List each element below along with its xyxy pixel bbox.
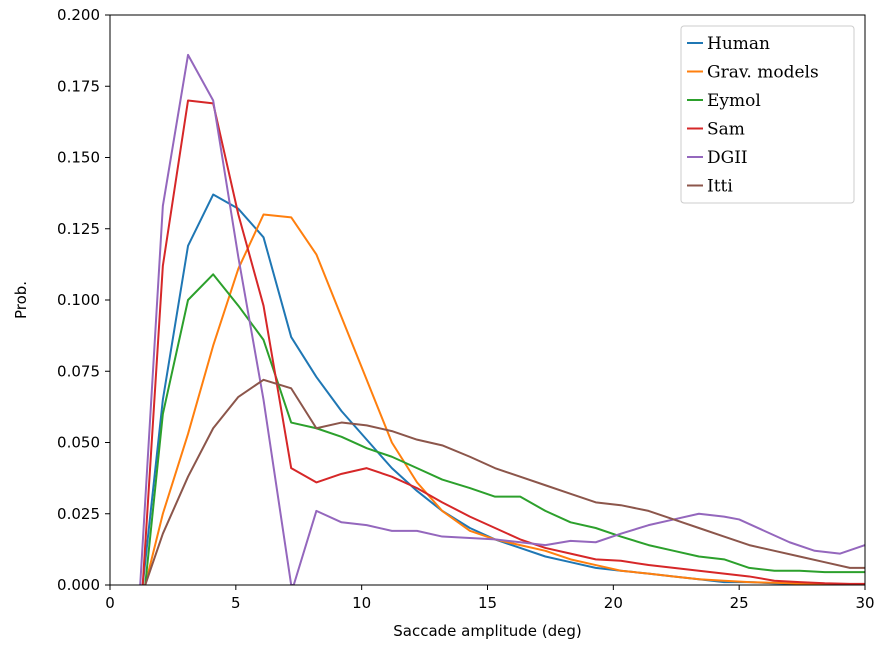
y-tick-label: 0.025: [57, 505, 100, 523]
y-tick-label: 0.050: [57, 434, 100, 452]
x-tick-label: 10: [352, 594, 371, 612]
x-tick-label: 0: [105, 594, 115, 612]
series-line-dgii: [139, 53, 865, 585]
x-tick-label: 30: [855, 594, 874, 612]
series-line-eymol: [144, 273, 865, 585]
series-line-itti: [144, 378, 865, 585]
legend-label: Itti: [707, 177, 733, 197]
y-tick-label: 0.100: [57, 291, 100, 309]
legend: Human Grav. models Eymol Sam DGII Itti: [680, 25, 855, 204]
y-tick-label: 0.075: [57, 362, 100, 380]
legend-label: DGII: [707, 148, 748, 168]
legend-label: Eymol: [707, 91, 761, 111]
x-axis-ticks: 0 5 10 15 20 25 30: [105, 585, 875, 612]
y-tick-label: 0.175: [57, 77, 100, 95]
series-layer: [139, 53, 865, 585]
y-tick-label: 0.150: [57, 149, 100, 167]
series-line-sam: [141, 99, 865, 585]
x-axis-label: Saccade amplitude (deg): [393, 622, 581, 640]
legend-label: Sam: [707, 120, 745, 140]
legend-label: Grav. models: [707, 63, 819, 83]
y-axis-label: Prob.: [12, 281, 30, 319]
x-tick-label: 5: [231, 594, 241, 612]
x-tick-label: 20: [604, 594, 623, 612]
legend-label: Human: [707, 34, 770, 54]
x-tick-label: 15: [478, 594, 497, 612]
y-tick-label: 0.125: [57, 220, 100, 238]
legend-box: [680, 25, 855, 204]
x-tick-label: 25: [730, 594, 749, 612]
y-tick-label: 0.200: [57, 6, 100, 24]
y-tick-label: 0.000: [57, 576, 100, 594]
series-line-grav-models: [144, 213, 865, 585]
y-axis-ticks: 0.000 0.025 0.050 0.075 0.100 0.125 0.150 0.175…: [57, 6, 110, 594]
